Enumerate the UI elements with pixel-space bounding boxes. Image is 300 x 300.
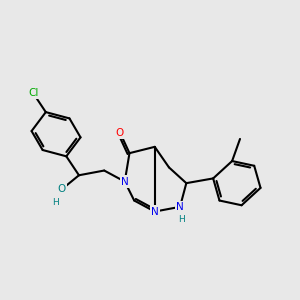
Text: O: O bbox=[58, 184, 66, 194]
Text: N: N bbox=[176, 202, 184, 212]
Text: N: N bbox=[121, 177, 129, 187]
Text: N: N bbox=[151, 207, 159, 217]
Text: H: H bbox=[52, 198, 59, 207]
Text: H: H bbox=[178, 215, 185, 224]
Text: O: O bbox=[116, 128, 124, 138]
Text: Cl: Cl bbox=[28, 88, 38, 98]
